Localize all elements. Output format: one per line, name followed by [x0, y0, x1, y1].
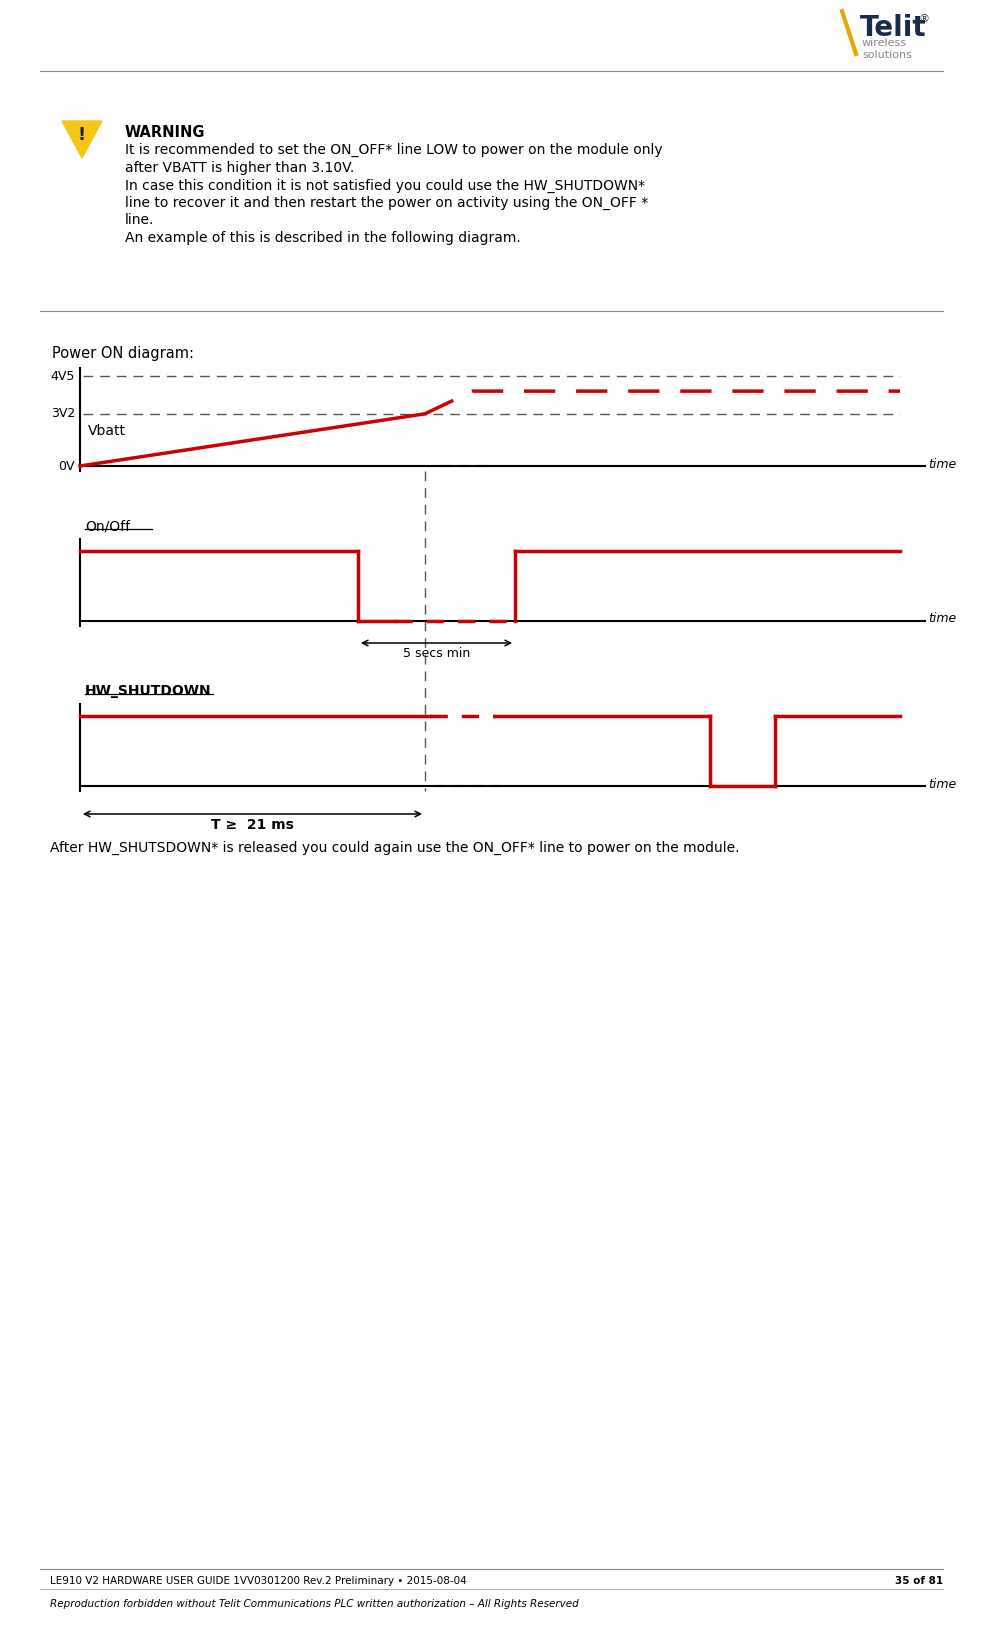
Text: After HW_SHUTSDOWN* is released you could again use the ON_OFF* line to power on: After HW_SHUTSDOWN* is released you coul…: [50, 840, 739, 855]
Text: HW_SHUTDOWN: HW_SHUTDOWN: [85, 684, 211, 697]
Text: 5 secs min: 5 secs min: [403, 647, 470, 660]
Text: time: time: [928, 778, 956, 791]
Text: 0V: 0V: [59, 459, 75, 473]
Text: 35 of 81: 35 of 81: [895, 1575, 943, 1585]
Text: Power ON diagram:: Power ON diagram:: [52, 346, 194, 361]
Text: Reproduction forbidden without Telit Communications PLC written authorization – : Reproduction forbidden without Telit Com…: [50, 1598, 579, 1608]
Text: 4V5: 4V5: [51, 369, 75, 382]
Text: time: time: [928, 458, 956, 471]
Text: line.: line.: [125, 213, 154, 226]
Text: solutions: solutions: [862, 49, 912, 61]
Text: Vbatt: Vbatt: [88, 423, 126, 438]
Text: T ≥  21 ms: T ≥ 21 ms: [211, 817, 294, 832]
Text: !: !: [78, 125, 87, 143]
Text: LE910 V2 HARDWARE USER GUIDE 1VV0301200 Rev.2 Preliminary • 2015-08-04: LE910 V2 HARDWARE USER GUIDE 1VV0301200 …: [50, 1575, 467, 1585]
Text: line to recover it and then restart the power on activity using the ON_OFF *: line to recover it and then restart the …: [125, 195, 648, 210]
Text: In case this condition it is not satisfied you could use the HW_SHUTDOWN*: In case this condition it is not satisfi…: [125, 179, 645, 194]
Text: ®: ®: [918, 15, 929, 25]
Text: Telit: Telit: [860, 15, 927, 43]
Text: An example of this is described in the following diagram.: An example of this is described in the f…: [125, 231, 521, 245]
Text: after VBATT is higher than 3.10V.: after VBATT is higher than 3.10V.: [125, 161, 354, 176]
Text: 3V2: 3V2: [51, 407, 75, 420]
Text: WARNING: WARNING: [125, 125, 205, 139]
Text: It is recommended to set the ON_OFF* line LOW to power on the module only: It is recommended to set the ON_OFF* lin…: [125, 143, 663, 158]
Text: time: time: [928, 612, 956, 625]
Text: wireless: wireless: [862, 38, 907, 48]
Text: On/Off: On/Off: [85, 519, 130, 533]
Polygon shape: [62, 121, 102, 158]
